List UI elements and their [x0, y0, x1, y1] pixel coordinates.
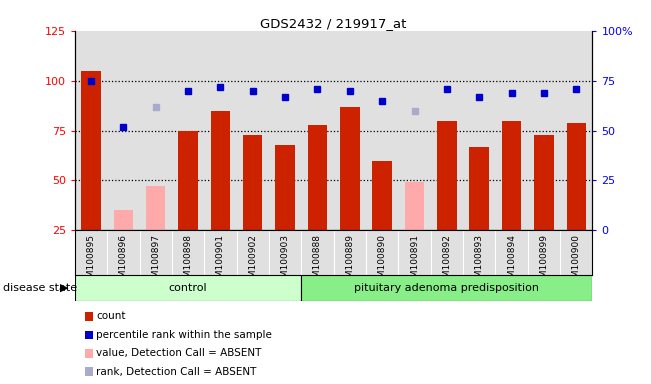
Bar [275, 144, 295, 230]
Bar [340, 107, 359, 230]
Text: ▶: ▶ [60, 283, 68, 293]
Bar [534, 134, 553, 230]
Text: GSM100892: GSM100892 [442, 234, 451, 289]
Text: control: control [169, 283, 208, 293]
Title: GDS2432 / 219917_at: GDS2432 / 219917_at [260, 17, 407, 30]
Text: disease state: disease state [3, 283, 77, 293]
Text: GSM100895: GSM100895 [87, 234, 96, 289]
Text: GSM100901: GSM100901 [216, 234, 225, 289]
Text: GSM100890: GSM100890 [378, 234, 387, 289]
Bar [437, 121, 456, 230]
Text: rank, Detection Call = ABSENT: rank, Detection Call = ABSENT [96, 367, 256, 377]
Bar [301, 275, 592, 301]
Text: value, Detection Call = ABSENT: value, Detection Call = ABSENT [96, 348, 262, 358]
Bar [178, 131, 198, 230]
Text: GSM100891: GSM100891 [410, 234, 419, 289]
Bar [211, 111, 230, 230]
Text: GSM100900: GSM100900 [572, 234, 581, 289]
Text: GSM100903: GSM100903 [281, 234, 290, 289]
Text: GSM100894: GSM100894 [507, 234, 516, 289]
Text: GSM100898: GSM100898 [184, 234, 193, 289]
Bar [566, 122, 586, 230]
Text: GSM100888: GSM100888 [313, 234, 322, 289]
Bar [81, 71, 101, 230]
Bar [243, 134, 262, 230]
Bar [469, 147, 489, 230]
Bar [75, 275, 301, 301]
Bar [114, 210, 133, 230]
Text: percentile rank within the sample: percentile rank within the sample [96, 330, 272, 340]
Text: GSM100899: GSM100899 [540, 234, 548, 289]
Text: GSM100902: GSM100902 [248, 234, 257, 289]
Bar [502, 121, 521, 230]
Text: pituitary adenoma predisposition: pituitary adenoma predisposition [354, 283, 539, 293]
Bar [405, 182, 424, 230]
Text: GSM100897: GSM100897 [151, 234, 160, 289]
Bar [372, 161, 392, 230]
Bar [146, 187, 165, 230]
Text: GSM100896: GSM100896 [119, 234, 128, 289]
Text: GSM100889: GSM100889 [345, 234, 354, 289]
Text: count: count [96, 311, 126, 321]
Text: GSM100893: GSM100893 [475, 234, 484, 289]
Bar [308, 124, 327, 230]
